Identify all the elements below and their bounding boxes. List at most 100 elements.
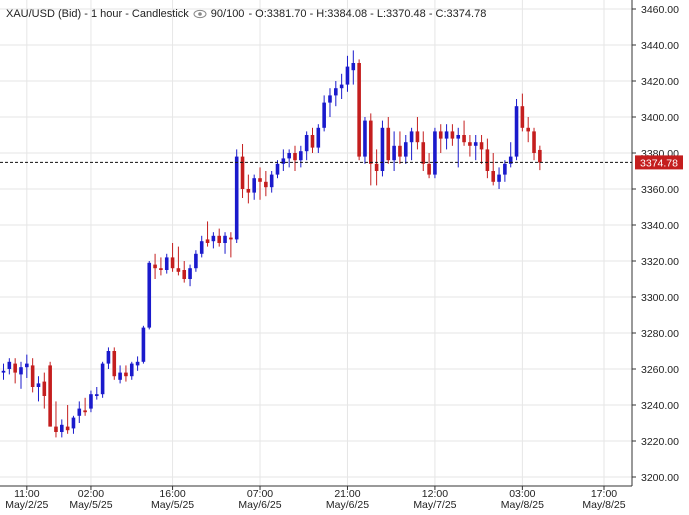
- candle-body: [403, 142, 408, 157]
- candle-body: [456, 135, 461, 139]
- x-tick-time-label: 21:00: [334, 488, 360, 500]
- y-tick-label: 3260.00: [641, 364, 679, 376]
- candle-body: [141, 327, 146, 362]
- candle-body: [170, 257, 175, 269]
- candle-body: [334, 88, 338, 96]
- candle-body: [48, 365, 52, 427]
- candle-body: [159, 268, 163, 270]
- candle-body: [281, 158, 286, 164]
- candle-body: [252, 178, 256, 193]
- candle-body: [199, 241, 204, 254]
- candle-body: [526, 127, 530, 132]
- candle-body: [491, 171, 496, 182]
- candle-body: [25, 363, 29, 368]
- candle-body: [129, 363, 134, 377]
- candle-body: [322, 102, 326, 128]
- chart-title: XAU/USD (Bid) - 1 hour - Candlestick: [6, 8, 189, 20]
- candle-body: [164, 257, 169, 270]
- x-tick-date-label: May/6/25: [238, 499, 281, 510]
- candle-body: [118, 372, 122, 380]
- candle-body: [100, 363, 105, 395]
- x-tick-date-label: May/8/25: [582, 499, 625, 510]
- candle-body: [427, 163, 431, 175]
- candle-body: [176, 268, 181, 272]
- candle-body: [60, 424, 64, 432]
- candle-body: [54, 426, 58, 432]
- candle-body: [421, 142, 426, 164]
- candle-body: [415, 131, 420, 143]
- candle-body: [345, 66, 350, 85]
- candle-body: [112, 351, 117, 377]
- y-tick-label: 3320.00: [641, 256, 679, 268]
- candle-body: [462, 135, 466, 143]
- candle-body: [386, 127, 391, 161]
- candle-body: [409, 131, 414, 143]
- candle-body: [71, 417, 76, 429]
- candle-body: [275, 163, 280, 175]
- x-tick-time-label: 12:00: [422, 488, 448, 500]
- candle-body: [473, 142, 478, 146]
- y-tick-label: 3300.00: [641, 292, 679, 304]
- candle-body: [223, 235, 227, 243]
- candle-body: [19, 367, 23, 375]
- candle-body: [503, 163, 507, 175]
- candle-body: [13, 363, 17, 373]
- candle-body: [124, 372, 128, 377]
- eye-icon[interactable]: [193, 9, 207, 19]
- candle-body: [188, 268, 192, 279]
- visible-count: 90/100: [210, 8, 245, 20]
- candle-body: [532, 131, 536, 153]
- y-tick-label: 3460.00: [641, 4, 679, 16]
- candle-body: [42, 381, 47, 396]
- candle-body: [77, 408, 82, 416]
- x-tick-time-label: 16:00: [159, 488, 185, 500]
- x-tick-time-label: 07:00: [247, 488, 273, 500]
- candle-body: [444, 131, 449, 139]
- x-tick-time-label: 17:00: [591, 488, 617, 500]
- x-tick-date-label: May/6/25: [326, 499, 369, 510]
- y-tick-label: 3440.00: [641, 40, 679, 52]
- candle-body: [106, 351, 111, 364]
- candle-body: [240, 156, 245, 189]
- y-tick-label: 3360.00: [641, 184, 679, 196]
- candle-body: [374, 163, 379, 171]
- y-tick-label: 3240.00: [641, 400, 679, 412]
- x-tick-date-label: May/2/25: [5, 499, 48, 510]
- candle-body: [538, 149, 542, 163]
- candle-body: [211, 235, 216, 242]
- x-tick-date-label: May/5/25: [69, 499, 112, 510]
- candle-body: [83, 410, 87, 413]
- candle-body: [30, 365, 35, 387]
- candle-body: [36, 383, 41, 387]
- candle-body: [147, 262, 152, 328]
- candle-body: [514, 106, 519, 157]
- candle-body: [217, 235, 222, 243]
- candle-body: [363, 120, 367, 157]
- candle-body: [94, 394, 99, 396]
- candle-body: [450, 131, 455, 139]
- candle-body: [357, 63, 361, 157]
- candle-body: [153, 264, 157, 269]
- candle-body: [264, 181, 268, 188]
- candle-body: [194, 253, 198, 269]
- candle-body: [246, 189, 251, 193]
- candle-body: [316, 127, 321, 148]
- candle-body: [485, 149, 490, 171]
- candle-body: [433, 131, 437, 175]
- y-tick-label: 3420.00: [641, 76, 679, 88]
- x-tick-date-label: May/5/25: [151, 499, 194, 510]
- candle-body: [205, 239, 210, 243]
- x-tick-date-label: May/7/25: [413, 499, 456, 510]
- last-price-tag: [635, 155, 683, 170]
- x-tick-time-label: 03:00: [509, 488, 535, 500]
- candle-body: [468, 142, 472, 146]
- candle-body: [508, 156, 513, 164]
- y-tick-label: 3220.00: [641, 436, 679, 448]
- candle-body: [1, 370, 6, 373]
- chart-header: XAU/USD (Bid) - 1 hour - Candlestick 90/…: [6, 6, 486, 22]
- candle-body: [520, 106, 525, 128]
- y-tick-label: 3340.00: [641, 220, 679, 232]
- last-price-label: 3374.78: [640, 157, 678, 169]
